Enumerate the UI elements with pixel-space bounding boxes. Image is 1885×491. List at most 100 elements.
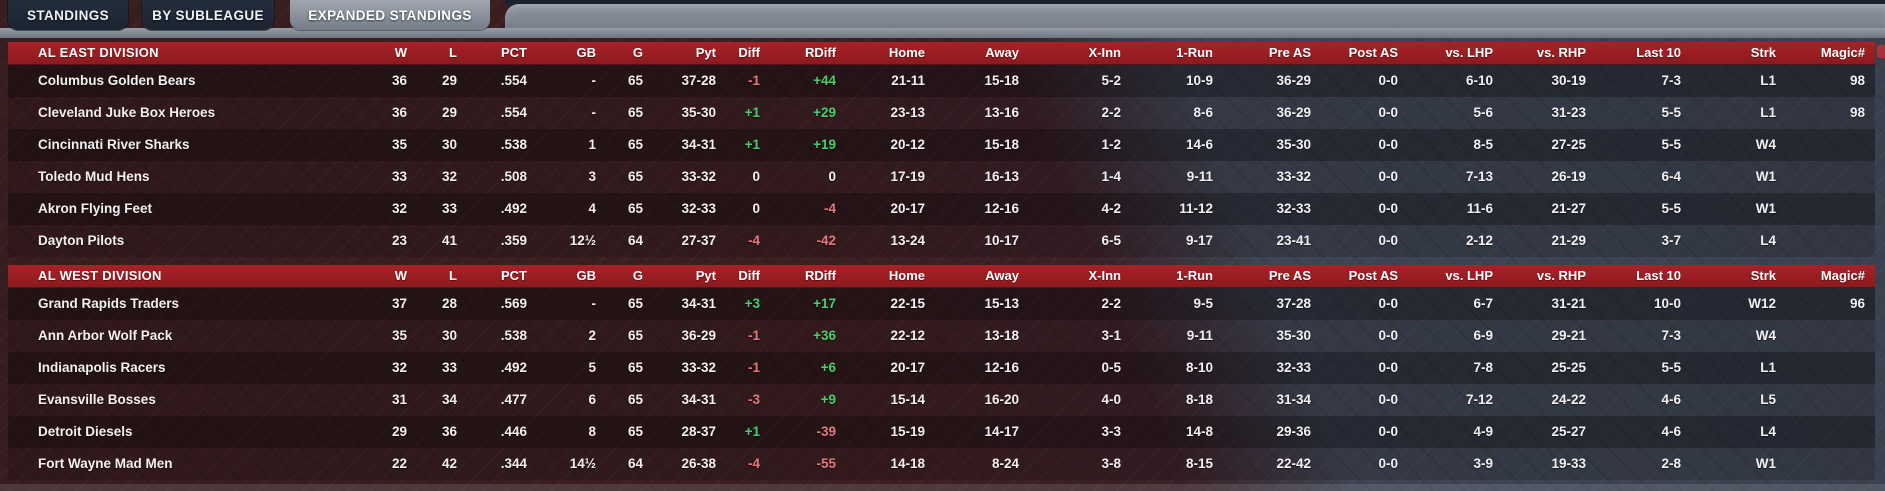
- stat-cell-strk: L4: [1760, 233, 1776, 248]
- team-row[interactable]: Cleveland Juke Box Heroes 36 29 .554 - 65 35-3…: [8, 97, 1875, 129]
- team-name[interactable]: Dayton Pilots: [38, 233, 125, 248]
- team-row[interactable]: Evansville Bosses 31 34 .477 6 65 34-31 -3 +9 15-…: [8, 384, 1875, 416]
- column-header-pre_as[interactable]: Pre AS: [1268, 268, 1311, 283]
- column-header-vs_rhp[interactable]: vs. RHP: [1536, 268, 1586, 283]
- stat-cell-rdiff: -55: [816, 456, 836, 471]
- team-row[interactable]: Fort Wayne Mad Men 22 42 .344 14½ 64 26-38 -4 -5…: [8, 448, 1875, 480]
- stat-cell-x_inn: 3-1: [1101, 328, 1121, 343]
- team-row[interactable]: Akron Flying Feet 32 33 .492 4 65 32-33 0 -4 20-1…: [8, 193, 1875, 225]
- team-row[interactable]: Detroit Diesels 29 36 .446 8 65 28-37 +1 -39 15-1…: [8, 416, 1875, 448]
- team-row[interactable]: Ann Arbor Wolf Pack 35 30 .538 2 65 36-29 -1 +36…: [8, 320, 1875, 352]
- stat-cell-rdiff: +19: [813, 137, 836, 152]
- column-header-away[interactable]: Away: [985, 268, 1019, 283]
- stat-cell-one_run: 9-5: [1193, 296, 1213, 311]
- team-name[interactable]: Indianapolis Racers: [38, 360, 166, 375]
- column-header-post_as[interactable]: Post AS: [1348, 268, 1398, 283]
- stat-cell-w: 23: [391, 233, 407, 248]
- team-row[interactable]: Dayton Pilots 23 41 .359 12½ 64 27-37 -4 -42 13-2…: [8, 225, 1875, 257]
- column-header-w[interactable]: W: [394, 45, 407, 60]
- column-header-pre_as[interactable]: Pre AS: [1268, 45, 1311, 60]
- stat-cell-diff: 0: [752, 201, 760, 216]
- team-name[interactable]: Fort Wayne Mad Men: [38, 456, 173, 471]
- team-name[interactable]: Detroit Diesels: [38, 424, 133, 439]
- team-row[interactable]: Indianapolis Racers 32 33 .492 5 65 33-32 -1 +6 2…: [8, 352, 1875, 384]
- stat-cell-diff: +3: [744, 296, 760, 311]
- tab-by-subleague[interactable]: BY SUBLEAGUE: [142, 0, 274, 30]
- column-header-home[interactable]: Home: [888, 268, 925, 283]
- stat-cell-w: 22: [391, 456, 407, 471]
- team-name[interactable]: Cincinnati River Sharks: [38, 137, 190, 152]
- column-header-magic[interactable]: Magic#: [1820, 45, 1865, 60]
- column-header-w[interactable]: W: [394, 268, 407, 283]
- stat-cell-w: 36: [391, 105, 407, 120]
- column-header-g[interactable]: G: [632, 45, 643, 60]
- stat-cell-post_as: 0-0: [1378, 328, 1398, 343]
- column-header-diff[interactable]: Diff: [738, 268, 760, 283]
- team-row[interactable]: Columbus Golden Bears 36 29 .554 - 65 37-28 -1 +…: [8, 65, 1875, 97]
- stat-cell-pre_as: 35-30: [1276, 137, 1311, 152]
- stat-cell-pyt: 33-32: [681, 169, 716, 184]
- column-header-magic[interactable]: Magic#: [1820, 268, 1865, 283]
- team-row[interactable]: Grand Rapids Traders 37 28 .569 - 65 34-31 +3 +1…: [8, 288, 1875, 320]
- stat-cell-l: 30: [441, 328, 457, 343]
- column-header-gb[interactable]: GB: [576, 45, 597, 60]
- stat-cell-pct: .569: [500, 296, 527, 311]
- stat-cell-strk: L1: [1760, 360, 1776, 375]
- tab-expanded-standings[interactable]: EXPANDED STANDINGS: [290, 0, 490, 30]
- stat-cell-gb: -: [591, 73, 597, 88]
- stat-cell-magic: [1786, 129, 1875, 161]
- column-header-home[interactable]: Home: [888, 45, 925, 60]
- column-header-pct[interactable]: PCT: [501, 268, 527, 283]
- column-header-one_run[interactable]: 1-Run: [1176, 45, 1213, 60]
- column-header-diff[interactable]: Diff: [738, 45, 760, 60]
- team-name[interactable]: Grand Rapids Traders: [38, 296, 180, 311]
- column-header-l[interactable]: L: [449, 268, 457, 283]
- column-header-pyt[interactable]: Pyt: [695, 45, 716, 60]
- column-header-post_as[interactable]: Post AS: [1348, 45, 1398, 60]
- team-name[interactable]: Akron Flying Feet: [38, 201, 153, 216]
- stat-cell-one_run: 8-10: [1185, 360, 1213, 375]
- column-header-x_inn[interactable]: X-Inn: [1088, 268, 1122, 283]
- column-header-vs_lhp[interactable]: vs. LHP: [1445, 45, 1493, 60]
- column-header-pyt[interactable]: Pyt: [695, 268, 716, 283]
- column-header-g[interactable]: G: [632, 268, 643, 283]
- column-header-strk[interactable]: Strk: [1750, 268, 1776, 283]
- column-header-last_10[interactable]: Last 10: [1636, 45, 1681, 60]
- stat-cell-gb: 6: [588, 392, 596, 407]
- stat-cell-rdiff: +44: [813, 73, 836, 88]
- column-header-x_inn[interactable]: X-Inn: [1088, 45, 1122, 60]
- team-name[interactable]: Cleveland Juke Box Heroes: [38, 105, 216, 120]
- column-header-strk[interactable]: Strk: [1750, 45, 1776, 60]
- column-header-away[interactable]: Away: [985, 45, 1019, 60]
- stat-cell-x_inn: 6-5: [1101, 233, 1121, 248]
- tab-standings[interactable]: STANDINGS: [8, 0, 128, 30]
- column-header-vs_lhp[interactable]: vs. LHP: [1445, 268, 1493, 283]
- column-header-l[interactable]: L: [449, 45, 457, 60]
- team-row[interactable]: Toledo Mud Hens 33 32 .508 3 65 33-32 0 0 17-19 16…: [8, 161, 1875, 193]
- column-header-pct[interactable]: PCT: [501, 45, 527, 60]
- team-name[interactable]: Ann Arbor Wolf Pack: [38, 328, 173, 343]
- column-header-vs_rhp[interactable]: vs. RHP: [1536, 45, 1586, 60]
- column-header-one_run[interactable]: 1-Run: [1176, 268, 1213, 283]
- stat-cell-l: 28: [441, 296, 457, 311]
- stat-cell-diff: -4: [747, 456, 760, 471]
- stat-cell-strk: L5: [1760, 392, 1776, 407]
- column-header-rdiff[interactable]: RDiff: [804, 45, 836, 60]
- stat-cell-home: 20-17: [890, 360, 925, 375]
- column-header-gb[interactable]: GB: [576, 268, 597, 283]
- team-name[interactable]: Toledo Mud Hens: [38, 169, 150, 184]
- stat-cell-diff: -1: [747, 328, 760, 343]
- team-name[interactable]: Columbus Golden Bears: [38, 73, 196, 88]
- right-edge-cutoff-fragment: [1877, 45, 1885, 58]
- division-rows: Columbus Golden Bears 36 29.554-65 37-28 -1 +…: [8, 65, 1875, 257]
- stat-cell-last_10: 5-5: [1661, 105, 1681, 120]
- stat-cell-last_10: 10-0: [1653, 296, 1681, 311]
- column-header-last_10[interactable]: Last 10: [1636, 268, 1681, 283]
- stat-cell-vs_rhp: 26-19: [1551, 169, 1586, 184]
- stat-cell-vs_rhp: 21-29: [1551, 233, 1586, 248]
- column-header-rdiff[interactable]: RDiff: [804, 268, 836, 283]
- team-name[interactable]: Evansville Bosses: [38, 392, 156, 407]
- stat-cell-pct: .508: [500, 169, 527, 184]
- team-row[interactable]: Cincinnati River Sharks 35 30 .538 1 65 34-31 +…: [8, 129, 1875, 161]
- stat-cell-away: 13-18: [984, 328, 1019, 343]
